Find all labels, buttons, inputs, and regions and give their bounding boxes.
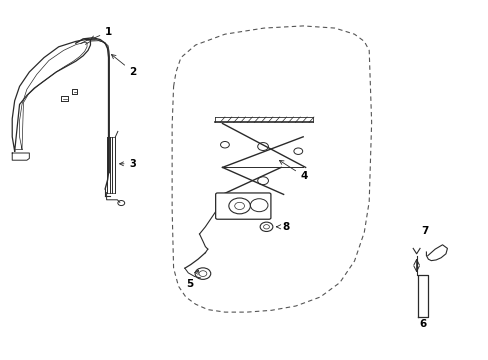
Text: 8: 8 [276,222,289,232]
Text: 1: 1 [90,27,112,40]
Text: 2: 2 [111,54,137,77]
Text: 7: 7 [420,226,427,236]
Text: 5: 5 [186,270,198,289]
Text: 6: 6 [419,319,426,329]
FancyBboxPatch shape [215,193,270,219]
Text: 3: 3 [120,159,136,169]
Text: 4: 4 [279,161,307,181]
